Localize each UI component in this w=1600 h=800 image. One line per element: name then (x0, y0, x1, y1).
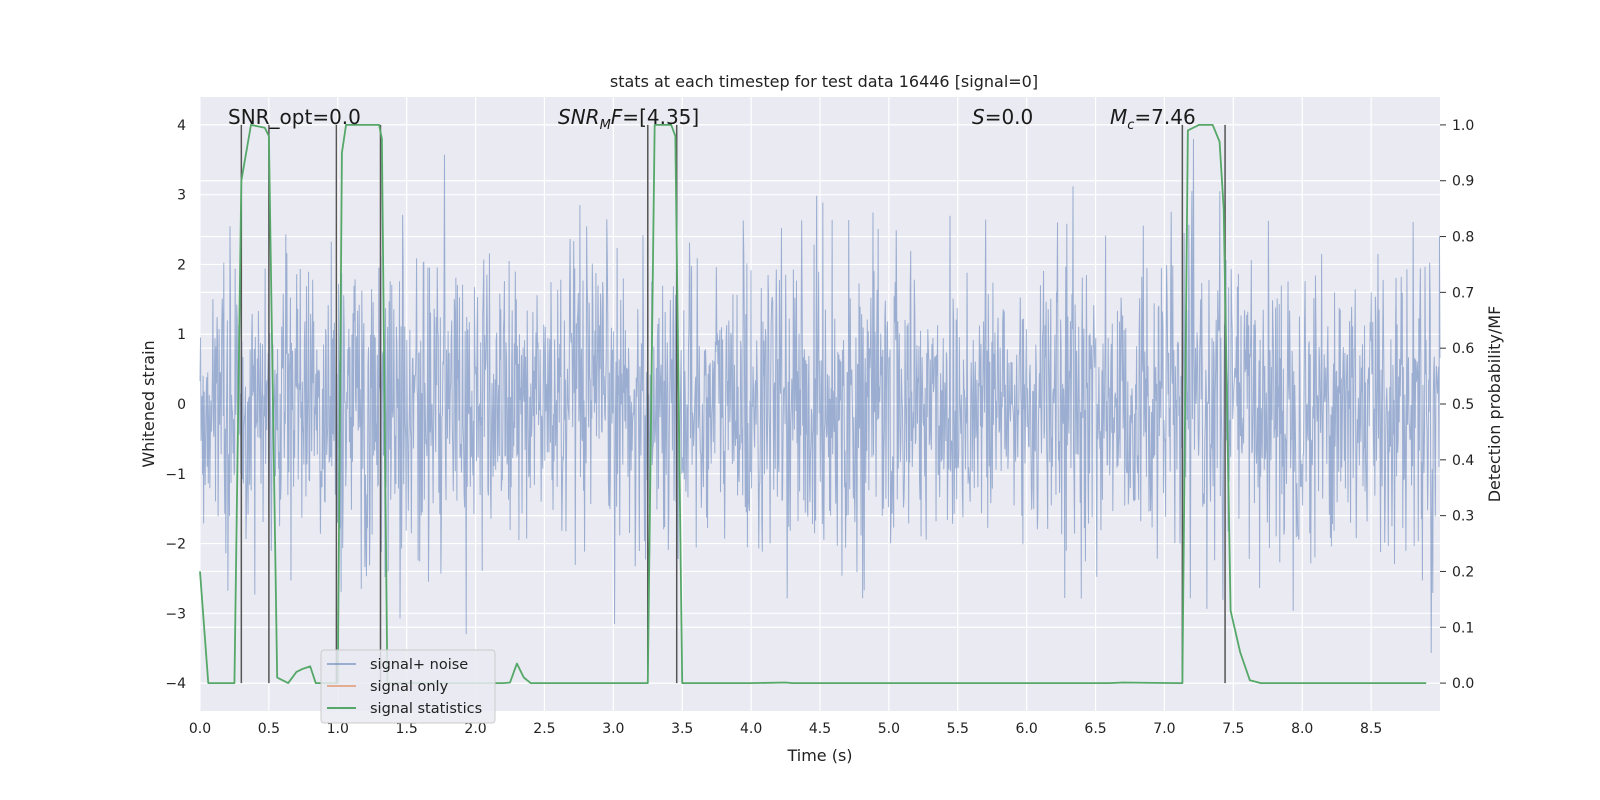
y-right-tick-label-3: 0.7 (1452, 285, 1474, 301)
y-right-tick-label-6: 0.4 (1452, 453, 1474, 469)
x-tick-label-10: 5.0 (878, 721, 900, 737)
annotation-mc-value: =7.46 (1134, 105, 1195, 129)
y-left-tick-label-6: −2 (165, 537, 186, 553)
y-left-tick-label-4: 0 (177, 397, 186, 413)
y-right-tick-label-8: 0.2 (1452, 564, 1474, 580)
x-tick-label-9: 4.5 (809, 721, 831, 737)
x-tick-label-13: 6.5 (1084, 721, 1106, 737)
y-left-tick-label-3: 1 (177, 327, 186, 343)
y-right-tick-label-5: 0.5 (1452, 397, 1474, 413)
legend: signal+ noise signal only signal statist… (320, 649, 496, 724)
x-tick-label-6: 3.0 (602, 721, 624, 737)
annotation-snr-mf-value: [4.35] (639, 105, 699, 129)
x-tick-label-3: 1.5 (396, 721, 418, 737)
signal-statistics-line (199, 124, 1427, 684)
x-axis-ticks: 0.0 0.5 1.0 1.5 2.0 2.5 3.0 3.5 4.0 4.5 5.0 5.5 6.0 6… (189, 721, 1382, 737)
annotation-snr-mf: SNRMF=[4.35] (558, 105, 699, 133)
x-tick-label-1: 0.5 (258, 721, 280, 737)
chart-title: stats at each timestep for test data 164… (610, 72, 1038, 91)
y-right-tick-label-2: 0.8 (1452, 230, 1474, 246)
legend-label-signal-statistics: signal statistics (370, 701, 482, 717)
x-tick-label-5: 2.5 (533, 721, 555, 737)
x-tick-label-2: 1.0 (327, 721, 349, 737)
legend-label-signal-only: signal only (370, 679, 449, 695)
y-left-tick-label-2: 2 (177, 257, 186, 273)
y-right-tick-label-0: 1.0 (1452, 118, 1474, 134)
annotation-s-value: =0.0 (985, 105, 1034, 129)
y-left-axis-label: Whitened strain (139, 340, 158, 467)
annotations: SNR_opt=0.0 SNRMF=[4.35] S=0.0 Mc=7.46 (228, 105, 1196, 133)
plot-area (199, 97, 1441, 711)
annotation-s: S=0.0 (972, 105, 1033, 129)
y-left-axis-ticks: 4 3 2 1 0 −1 −2 −3 −4 (165, 118, 186, 692)
annotation-snr-opt: SNR_opt=0.0 (228, 105, 361, 129)
x-tick-label-8: 4.0 (740, 721, 762, 737)
x-axis-label: Time (s) (786, 746, 852, 765)
x-tick-label-16: 8.0 (1291, 721, 1313, 737)
legend-box (320, 649, 496, 724)
x-tick-label-7: 3.5 (671, 721, 693, 737)
signal-noise-series (199, 138, 1441, 653)
y-left-tick-label-7: −3 (165, 606, 186, 622)
signal-noise-line (199, 138, 1441, 653)
y-left-tick-label-1: 3 (177, 188, 186, 204)
y-left-tick-label-8: −4 (165, 676, 186, 692)
y-right-tick-label-1: 0.9 (1452, 174, 1474, 190)
x-tick-label-12: 6.0 (1016, 721, 1038, 737)
x-tick-label-15: 7.5 (1222, 721, 1244, 737)
y-left-tick-label-0: 4 (177, 118, 186, 134)
x-tick-label-4: 2.0 (464, 721, 486, 737)
y-right-axis-label: Detection probability/MF (1485, 306, 1504, 503)
signal-statistics-series (199, 124, 1427, 684)
y-right-tick-label-10: 0.0 (1452, 676, 1474, 692)
y-right-tick-label-7: 0.3 (1452, 509, 1474, 525)
legend-label-signal-noise: signal+ noise (370, 657, 468, 673)
x-tick-label-11: 5.5 (947, 721, 969, 737)
x-tick-label-17: 8.5 (1360, 721, 1382, 737)
x-tick-label-0: 0.0 (189, 721, 211, 737)
y-right-tick-label-4: 0.6 (1452, 341, 1474, 357)
y-left-tick-label-5: −1 (165, 467, 186, 483)
y-right-axis-ticks: 1.0 0.9 0.8 0.7 0.6 0.5 0.4 0.3 0.2 0.1 0.0 (1440, 118, 1474, 692)
x-tick-label-14: 7.0 (1153, 721, 1175, 737)
annotation-mc: Mc=7.46 (1110, 105, 1196, 133)
y-right-tick-label-9: 0.1 (1452, 620, 1474, 636)
